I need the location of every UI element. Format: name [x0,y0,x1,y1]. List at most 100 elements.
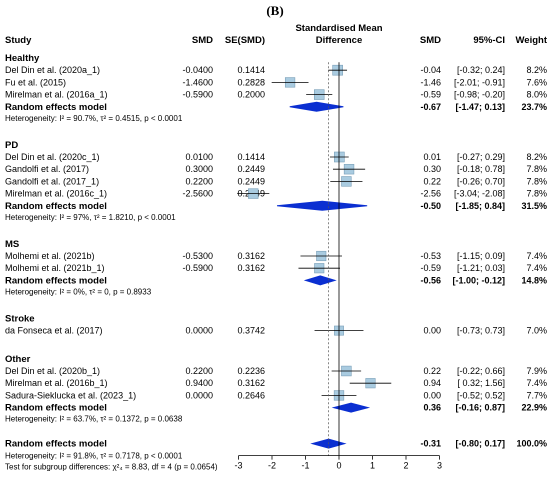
subgroup-test: Test for subgroup differences: χ²₄ = 8.8… [5,463,218,472]
header-se: SE(SMD) [225,35,265,46]
study-smd-right: -0.53 [420,251,441,261]
study-smd-right: 0.22 [423,366,441,376]
subgroup-model-weight: 23.7% [521,102,547,112]
header-plot-title-2: Difference [316,35,362,46]
subgroup-heterogeneity: Heterogeneity: I² = 90.7%, τ² = 0.4515, … [5,114,183,123]
study-smd-right: 0.01 [423,152,441,162]
study-se: 0.2646 [237,390,265,400]
study-smd: 0.0100 [185,152,213,162]
x-tick-label: -1 [301,461,309,471]
overall-model-weight: 100.0% [516,439,547,449]
study-ci: [-0.98; -0.20] [454,90,505,100]
study-se: 0.2236 [237,366,265,376]
study-se: 0.2449 [237,164,265,174]
study-smd: -0.5300 [182,251,213,261]
study-label: Mirelman et al. (2016b_1) [5,378,108,388]
study-weight: 7.7% [526,390,547,400]
study-weight: 7.8% [526,176,547,186]
study-ci: [-0.73; 0.73] [457,326,505,336]
study-se: 0.3162 [237,263,265,273]
subgroup-title: MS [5,239,19,250]
study-ci: [-0.22; 0.66] [457,366,505,376]
study-weight: 8.2% [526,65,547,75]
study-label: Fu et al. (2015) [5,77,66,87]
subgroup-heterogeneity: Heterogeneity: I² = 63.7%, τ² = 0.1372, … [5,415,183,424]
subgroup-model-ci: [-1.85; 0.84] [455,201,505,211]
subgroup-title: PD [5,140,18,151]
subgroup-model-ci: [-1.00; -0.12] [452,275,505,285]
overall-model-smd: -0.31 [420,439,441,449]
study-smd-right: 0.30 [423,164,441,174]
header-smd: SMD [192,35,213,46]
overall-model-label: Random effects model [5,439,107,450]
study-label: Molhemi et al. (2021b) [5,251,95,261]
header-study: Study [5,35,32,46]
subgroup-title: Other [5,354,31,365]
subgroup-model-weight: 14.8% [521,275,547,285]
study-smd-right: 0.00 [423,326,441,336]
study-smd-right: 0.22 [423,176,441,186]
subgroup-diamond [276,200,368,211]
study-smd-right: -0.59 [420,263,441,273]
study-ci: [-3.04; -2.08] [454,189,505,199]
study-ci: [-0.26; 0.70] [457,176,505,186]
study-se: 0.2449 [237,176,265,186]
study-weight: 7.0% [526,326,547,336]
study-smd: -1.4600 [182,77,213,87]
study-label: Gandolfi et al. (2017_1) [5,176,99,186]
study-smd: 0.3000 [185,164,213,174]
subgroup-model-ci: [-1.47; 0.13] [455,102,505,112]
study-ci: [-0.27; 0.29] [457,152,505,162]
study-label: Molhemi et al. (2021b_1) [5,263,105,273]
study-smd: 0.9400 [185,378,213,388]
subgroup-diamond [289,101,344,112]
study-ci: [-0.52; 0.52] [457,390,505,400]
subgroup-diamond [331,402,371,413]
study-label: Mirelman et al. (2016a_1) [5,90,108,100]
study-se: 0.1414 [237,152,265,162]
study-ci: [-1.15; 0.09] [457,251,505,261]
subgroup-model-label: Random effects model [5,403,107,414]
study-smd: -2.5600 [182,189,213,199]
study-weight: 7.4% [526,251,547,261]
study-se: 0.3162 [237,251,265,261]
subgroup-model-label: Random effects model [5,275,107,286]
subgroup-model-smd: -0.50 [420,201,441,211]
x-tick-label: -3 [234,461,242,471]
study-weight: 7.9% [526,366,547,376]
study-se: 0.2000 [237,90,265,100]
x-tick-label: -2 [268,461,276,471]
subgroup-heterogeneity: Heterogeneity: I² = 0%, τ² = 0, p = 0.89… [5,287,152,296]
study-weight: 7.4% [526,263,547,273]
study-label: Sadura-Sieklucka et al. (2023_1) [5,390,136,400]
study-smd-right: -1.46 [420,77,441,87]
study-ci: [-1.21; 0.03] [457,263,505,273]
study-smd-right: 0.94 [423,378,441,388]
panel-label: (B) [266,3,284,18]
overall-heterogeneity: Heterogeneity: I² = 91.8%, τ² = 0.7178, … [5,452,183,461]
study-label: Del Din et al. (2020a_1) [5,65,100,75]
study-smd-right: -2.56 [420,189,441,199]
subgroup-title: Healthy [5,53,40,64]
study-ci: [-0.18; 0.78] [457,164,505,174]
study-weight: 8.2% [526,152,547,162]
subgroup-model-smd: -0.56 [420,275,441,285]
subgroup-heterogeneity: Heterogeneity: I² = 97%, τ² = 1.8210, p … [5,213,176,222]
study-smd-right: -0.59 [420,90,441,100]
x-tick-label: 0 [336,461,341,471]
x-tick-label: 3 [437,461,442,471]
study-weight: 7.4% [526,378,547,388]
study-smd: 0.0000 [185,326,213,336]
study-label: da Fonseca et al. (2017) [5,326,103,336]
subgroup-model-smd: -0.67 [420,102,441,112]
study-smd: 0.2200 [185,366,213,376]
study-weight: 7.8% [526,164,547,174]
study-smd: 0.0000 [185,390,213,400]
study-smd: -0.5900 [182,263,213,273]
study-smd: -0.5900 [182,90,213,100]
subgroup-model-label: Random effects model [5,201,107,212]
study-se: 0.3162 [237,378,265,388]
header-smd-right: SMD [420,35,441,46]
study-ci: [-2.01; -0.91] [454,77,505,87]
study-weight: 7.6% [526,77,547,87]
